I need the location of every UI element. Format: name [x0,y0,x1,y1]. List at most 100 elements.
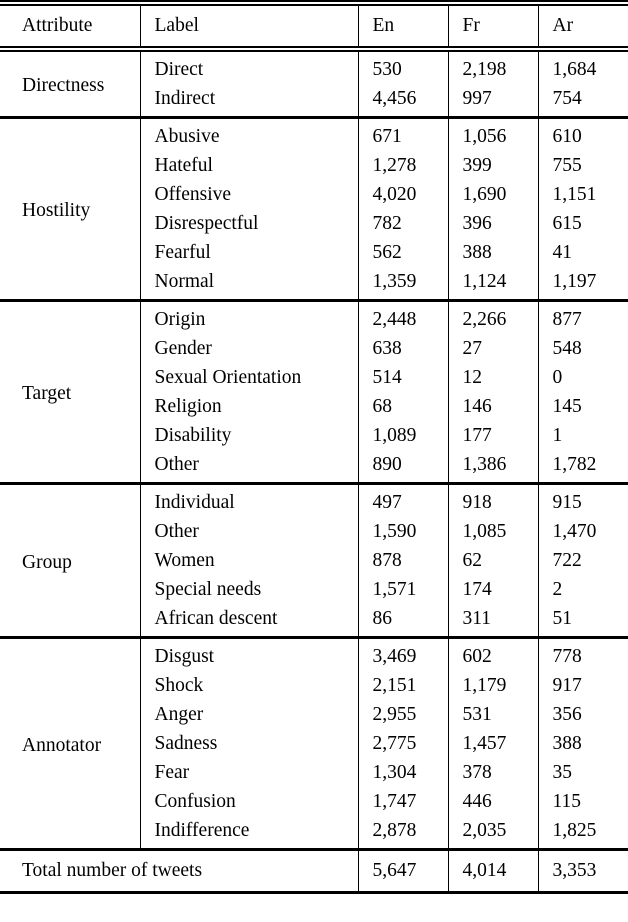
col-header-en: En [357,3,448,49]
count-cell-fr: 146 [447,392,538,421]
label-cell: Direct [139,49,358,84]
dataset-statistics-table: Attribute Label En Fr Ar Directness Direc… [0,0,628,894]
count-cell-fr: 12 [447,363,538,392]
count-cell-ar: 35 [537,758,628,787]
label-cell: Religion [139,392,358,421]
count-cell-en: 2,151 [357,671,448,700]
count-cell-ar: 388 [537,729,628,758]
label-cell: Origin [139,300,358,334]
count-cell-en: 2,955 [357,700,448,729]
label-cell: Gender [139,334,358,363]
label-cell: Disgust [139,637,358,671]
count-cell-en: 86 [357,604,448,638]
total-label: Total number of tweets [22,860,203,881]
section-group: Group Individual 497 918 915 Other 1,590 1,085 1… [0,483,628,638]
count-cell-en: 4,456 [357,84,448,118]
count-cell-en: 2,878 [357,816,448,850]
count-cell-ar: 41 [537,238,628,267]
count-cell-en: 782 [357,209,448,238]
count-cell-en: 1,089 [357,421,448,450]
count-cell-en: 1,304 [357,758,448,787]
table-row: Annotator Disgust 3,469 602 778 [0,637,628,756]
table-row: Special needs 1,571 174 2 [0,575,628,604]
count-cell-en: 68 [357,392,448,421]
count-cell-ar: 1,197 [537,267,628,301]
count-cell-fr: 1,690 [447,180,538,209]
count-cell-fr: 399 [447,151,538,180]
count-cell-en: 4,020 [357,180,448,209]
col-header-label: Label [139,3,358,49]
count-cell-en: 530 [357,49,448,84]
header-row: Attribute Label En Fr Ar [0,3,628,49]
table-row: Directness Direct 530 2,198 1,684 [0,49,628,96]
table-row: Hateful 1,278 399 755 [0,151,628,180]
label-cell: Confusion [139,787,358,816]
attribute-cell: Annotator [22,734,102,756]
table-row: African descent 86 311 51 [0,604,628,638]
table-row: Religion 68 146 145 [0,392,628,421]
count-cell-ar: 615 [537,209,628,238]
table-row: Confusion 1,747 446 115 [0,787,628,816]
label-cell: Abusive [139,117,358,151]
table-row: Other 890 1,386 1,782 [0,450,628,484]
count-cell-en: 562 [357,238,448,267]
table-row: Sadness 2,775 1,457 388 [0,729,628,758]
label-cell: Sadness [139,729,358,758]
count-cell-fr: 311 [447,604,538,638]
label-cell: Anger [139,700,358,729]
count-cell-fr: 2,198 [447,49,538,84]
count-cell-fr: 1,386 [447,450,538,484]
attribute-cell: Directness [22,75,105,96]
count-cell-ar: 754 [537,84,628,118]
table-row: Fear 1,304 378 35 [0,758,628,787]
count-cell-fr: 1,457 [447,729,538,758]
table-row: Target Origin 2,448 2,266 877 [0,300,628,404]
label-cell: Offensive [139,180,358,209]
col-header-ar: Ar [537,3,628,49]
count-cell-ar: 548 [537,334,628,363]
total-count-en: 5,647 [357,849,448,893]
count-cell-fr: 997 [447,84,538,118]
attribute-cell: Group [22,551,72,573]
label-cell: Other [139,450,358,484]
col-header-fr: Fr [447,3,538,49]
table-row: Offensive 4,020 1,690 1,151 [0,180,628,209]
count-cell-en: 638 [357,334,448,363]
count-cell-fr: 27 [447,334,538,363]
table-row: Women 878 62 722 [0,546,628,575]
label-cell: Fear [139,758,358,787]
count-cell-ar: 1,825 [537,816,628,850]
label-cell: Fearful [139,238,358,267]
label-cell: Individual [139,483,358,517]
count-cell-fr: 396 [447,209,538,238]
table-row: Normal 1,359 1,124 1,197 [0,267,628,301]
count-cell-ar: 1,151 [537,180,628,209]
count-cell-ar: 1,782 [537,450,628,484]
count-cell-fr: 531 [447,700,538,729]
table-row: Sexual Orientation 514 12 0 [0,363,628,392]
count-cell-en: 2,448 [357,300,448,334]
table-header: Attribute Label En Fr Ar [0,3,628,49]
count-cell-en: 671 [357,117,448,151]
count-cell-ar: 145 [537,392,628,421]
section-hostility: Hostility Abusive 671 1,056 610 Hateful 1,278 3… [0,117,628,301]
count-cell-ar: 722 [537,546,628,575]
label-cell: Disability [139,421,358,450]
section-annotator: Annotator Disgust 3,469 602 778 Shock 2,151 1,1… [0,637,628,850]
count-cell-en: 3,469 [357,637,448,671]
count-cell-en: 2,775 [357,729,448,758]
count-cell-fr: 62 [447,546,538,575]
table-row: Anger 2,955 531 356 [0,700,628,729]
count-cell-ar: 0 [537,363,628,392]
count-cell-ar: 915 [537,483,628,517]
table-row: Indirect 4,456 997 754 [0,84,628,118]
count-cell-fr: 446 [447,787,538,816]
total-count-ar: 3,353 [537,849,628,893]
count-cell-ar: 356 [537,700,628,729]
count-cell-en: 1,590 [357,517,448,546]
count-cell-fr: 1,124 [447,267,538,301]
table-row: Indifference 2,878 2,035 1,825 [0,816,628,850]
count-cell-ar: 2 [537,575,628,604]
label-cell: Sexual Orientation [139,363,358,392]
count-cell-en: 497 [357,483,448,517]
